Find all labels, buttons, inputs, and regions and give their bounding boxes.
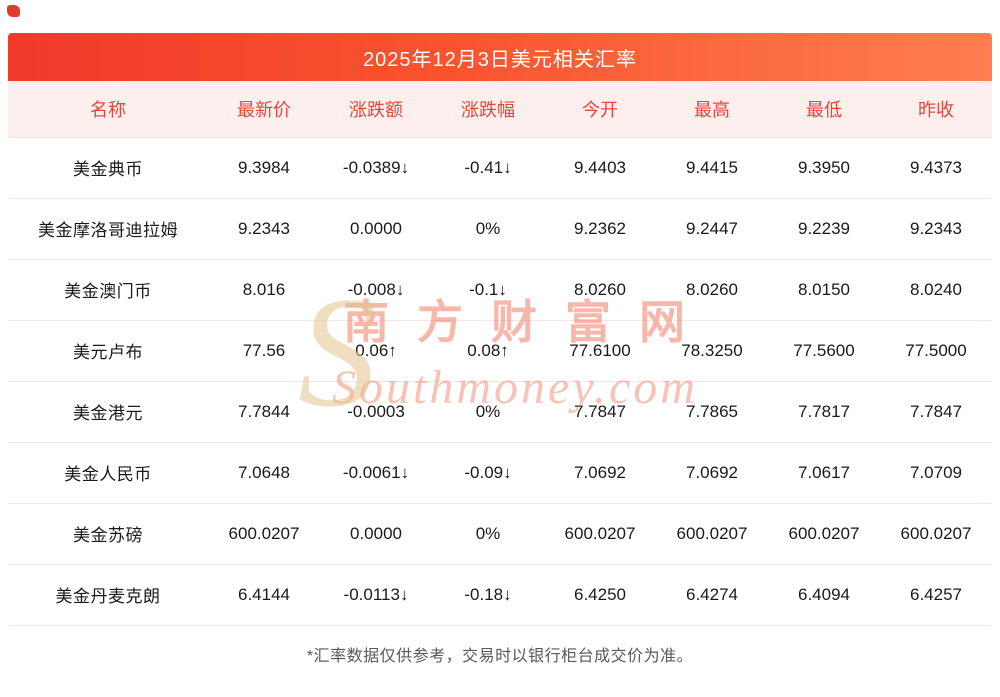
cell-low: 8.0150 <box>768 259 880 321</box>
cell-change-amount: 0.0000 <box>320 503 432 565</box>
cell-change-amount: -0.0003 <box>320 381 432 443</box>
cell-high: 78.3250 <box>656 320 768 382</box>
cell-open: 6.4250 <box>544 564 656 626</box>
cell-open: 9.4403 <box>544 137 656 199</box>
currency-name: 美金典币 <box>8 137 208 199</box>
cell-latest-price: 7.7844 <box>208 381 320 443</box>
currency-name: 美元卢布 <box>8 320 208 382</box>
column-header-prev-close: 昨收 <box>880 81 992 138</box>
currency-name: 美金港元 <box>8 381 208 443</box>
cell-change-percent: 0.08↑ <box>432 320 544 382</box>
footnote: *汇率数据仅供参考，交易时以银行柜台成交价为准。 <box>306 647 694 665</box>
cell-open: 9.2362 <box>544 198 656 260</box>
cell-prev-close: 600.0207 <box>880 503 992 565</box>
cell-latest-price: 8.016 <box>208 259 320 321</box>
red-corner-mark-icon <box>7 5 20 17</box>
cell-change-percent: -0.1↓ <box>432 259 544 321</box>
currency-name: 美金丹麦克朗 <box>8 564 208 626</box>
column-header-change-percent: 涨跌幅 <box>432 81 544 138</box>
column-header-high: 最高 <box>656 81 768 138</box>
cell-high: 7.0692 <box>656 442 768 504</box>
table-row: 美金典币 9.3984 -0.0389↓ -0.41↓ 9.4403 9.4415 9.39… <box>8 137 992 199</box>
cell-change-percent: -0.41↓ <box>432 137 544 199</box>
table-title-bar: 2025年12月3日美元相关汇率 <box>8 33 992 81</box>
cell-prev-close: 7.0709 <box>880 442 992 504</box>
cell-change-percent: 0% <box>432 198 544 260</box>
cell-change-percent: 0% <box>432 503 544 565</box>
column-header-latest-price: 最新价 <box>208 81 320 138</box>
cell-latest-price: 7.0648 <box>208 442 320 504</box>
rates-table-body: 美金典币 9.3984 -0.0389↓ -0.41↓ 9.4403 9.4415 9.39… <box>8 137 992 626</box>
cell-latest-price: 77.56 <box>208 320 320 382</box>
table-row: 美金苏磅 600.0207 0.0000 0% 600.0207 600.0207 600.… <box>8 503 992 565</box>
column-header-change-amount: 涨跌额 <box>320 81 432 138</box>
table-row: 美金港元 7.7844 -0.0003 0% 7.7847 7.7865 7.7817 7.7… <box>8 381 992 443</box>
cell-high: 600.0207 <box>656 503 768 565</box>
header-row: 名称 最新价 涨跌额 涨跌幅 今开 最高 最低 昨收 <box>8 81 992 138</box>
cell-high: 7.7865 <box>656 381 768 443</box>
cell-open: 7.7847 <box>544 381 656 443</box>
cell-open: 600.0207 <box>544 503 656 565</box>
currency-name: 美金苏磅 <box>8 503 208 565</box>
currency-name: 美金人民币 <box>8 442 208 504</box>
cell-low: 7.0617 <box>768 442 880 504</box>
cell-high: 9.2447 <box>656 198 768 260</box>
cell-high: 9.4415 <box>656 137 768 199</box>
cell-change-percent: -0.18↓ <box>432 564 544 626</box>
cell-low: 6.4094 <box>768 564 880 626</box>
cell-open: 7.0692 <box>544 442 656 504</box>
cell-open: 8.0260 <box>544 259 656 321</box>
cell-high: 6.4274 <box>656 564 768 626</box>
cell-change-amount: -0.008↓ <box>320 259 432 321</box>
cell-change-percent: -0.09↓ <box>432 442 544 504</box>
cell-low: 600.0207 <box>768 503 880 565</box>
currency-name: 美金摩洛哥迪拉姆 <box>8 198 208 260</box>
page-title: 2025年12月3日美元相关汇率 <box>363 48 637 71</box>
cell-prev-close: 7.7847 <box>880 381 992 443</box>
cell-low: 9.2239 <box>768 198 880 260</box>
column-header-name: 名称 <box>8 81 208 138</box>
table-row: 美金摩洛哥迪拉姆 9.2343 0.0000 0% 9.2362 9.2447 9.2239… <box>8 198 992 260</box>
cell-prev-close: 6.4257 <box>880 564 992 626</box>
cell-change-amount: -0.0113↓ <box>320 564 432 626</box>
cell-change-amount: -0.0389↓ <box>320 137 432 199</box>
cell-latest-price: 9.3984 <box>208 137 320 199</box>
column-header-low: 最低 <box>768 81 880 138</box>
cell-prev-close: 9.2343 <box>880 198 992 260</box>
column-header-open: 今开 <box>544 81 656 138</box>
cell-low: 9.3950 <box>768 137 880 199</box>
table-row: 美金人民币 7.0648 -0.0061↓ -0.09↓ 7.0692 7.0692 7.0… <box>8 442 992 504</box>
cell-change-amount: -0.0061↓ <box>320 442 432 504</box>
currency-name: 美金澳门币 <box>8 259 208 321</box>
cell-low: 77.5600 <box>768 320 880 382</box>
table-row: 美金澳门币 8.016 -0.008↓ -0.1↓ 8.0260 8.0260 8.0150… <box>8 259 992 321</box>
page: 2025年12月3日美元相关汇率 名称 最新价 涨跌额 涨跌幅 今开 最高 最低 昨收 美金典… <box>8 33 992 665</box>
table-row: 美元卢布 77.56 0.06↑ 0.08↑ 77.6100 78.3250 77.5600… <box>8 320 992 382</box>
cell-low: 7.7817 <box>768 381 880 443</box>
cell-latest-price: 6.4144 <box>208 564 320 626</box>
cell-open: 77.6100 <box>544 320 656 382</box>
cell-change-amount: 0.06↑ <box>320 320 432 382</box>
cell-prev-close: 77.5000 <box>880 320 992 382</box>
table-row: 美金丹麦克朗 6.4144 -0.0113↓ -0.18↓ 6.4250 6.4274 6.… <box>8 564 992 626</box>
cell-latest-price: 9.2343 <box>208 198 320 260</box>
cell-prev-close: 8.0240 <box>880 259 992 321</box>
cell-prev-close: 9.4373 <box>880 137 992 199</box>
cell-high: 8.0260 <box>656 259 768 321</box>
cell-latest-price: 600.0207 <box>208 503 320 565</box>
exchange-rates-table: 名称 最新价 涨跌额 涨跌幅 今开 最高 最低 昨收 美金典币 9.3984 -0.0389↓ -0… <box>8 81 992 626</box>
cell-change-percent: 0% <box>432 381 544 443</box>
cell-change-amount: 0.0000 <box>320 198 432 260</box>
